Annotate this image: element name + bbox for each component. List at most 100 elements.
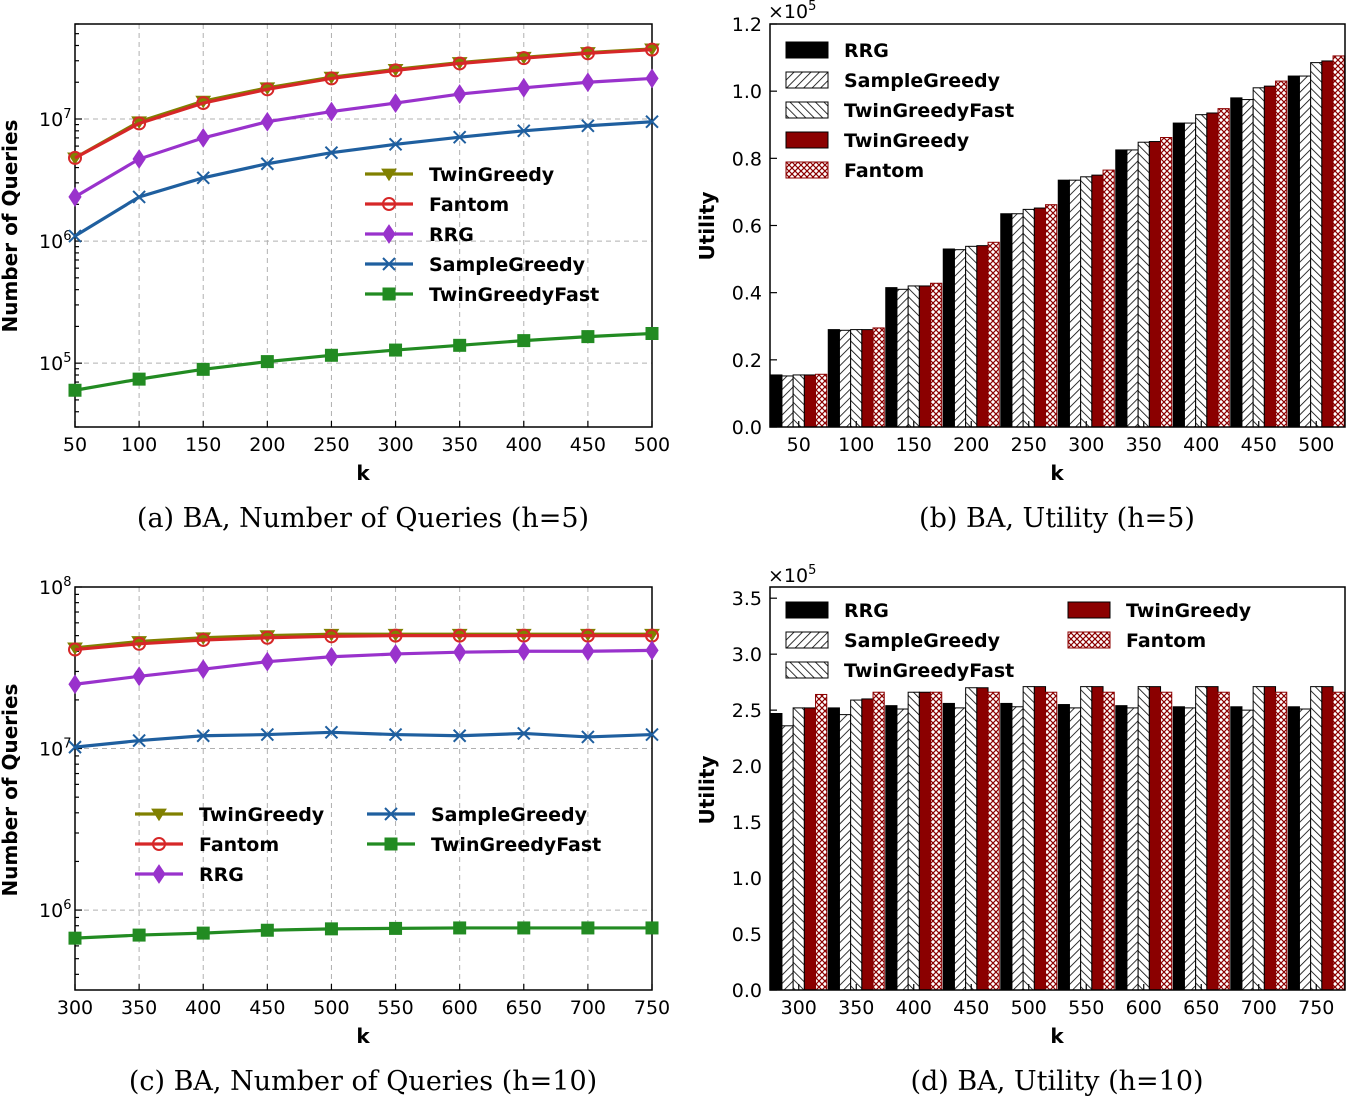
bar — [1321, 60, 1334, 428]
data-point — [68, 187, 82, 207]
y-tick-label: 0.6 — [732, 216, 762, 238]
y-tick-label: 1.2 — [732, 14, 762, 36]
x-tick-label: 50 — [787, 434, 811, 456]
x-tick-label: 450 — [953, 997, 989, 1019]
data-point — [68, 642, 82, 657]
legend-label: Fantom — [199, 834, 279, 856]
bar — [1137, 686, 1150, 991]
bar — [907, 285, 920, 428]
bar — [965, 245, 978, 428]
y-tick-label: 108 — [39, 575, 71, 599]
bar — [1252, 686, 1265, 991]
legend-item-rrg: RRG — [365, 224, 474, 246]
bar — [1102, 691, 1115, 991]
bar-group-50 — [770, 373, 828, 428]
bar — [861, 329, 874, 428]
data-point — [68, 674, 82, 695]
x-tick-label: 500 — [634, 434, 670, 456]
x-tick-label: 650 — [1183, 997, 1219, 1019]
data-point — [645, 326, 659, 340]
y-axis-title: Number of Queries — [0, 684, 22, 897]
data-point — [260, 82, 275, 97]
bar-group-400 — [885, 691, 943, 991]
x-tick-label: 250 — [1011, 434, 1047, 456]
y-tick-label: 0.2 — [732, 350, 762, 372]
bar — [850, 699, 863, 991]
y-tick-label: 105 — [39, 351, 71, 375]
bar-group-450 — [1230, 80, 1288, 428]
bar — [838, 714, 852, 991]
data-point — [260, 651, 274, 672]
data-point — [260, 727, 275, 742]
data-point — [68, 383, 82, 397]
bar — [987, 241, 1000, 428]
legend-item-rrg: RRG — [135, 864, 244, 886]
x-axis-title: k — [1050, 1024, 1064, 1048]
y-tick-label: 0.4 — [732, 283, 762, 305]
bar — [1230, 706, 1243, 991]
bar — [827, 329, 840, 428]
panel-caption: (b) BA, Utility (h=5) — [919, 503, 1195, 534]
legend-swatch-marker — [384, 837, 398, 851]
data-point — [260, 923, 274, 937]
x-axis-title: k — [356, 461, 370, 485]
bar — [1321, 686, 1334, 991]
series-twingreedyfast — [68, 921, 659, 945]
legend-item-fantom: Fantom — [1067, 630, 1206, 652]
bar — [1183, 707, 1197, 991]
y-tick-label: 0.8 — [732, 148, 762, 170]
x-tick-label: 600 — [442, 997, 478, 1019]
y-tick-label: 0.5 — [732, 924, 762, 946]
bar-group-450 — [942, 687, 1000, 991]
x-tick-label: 350 — [121, 997, 157, 1019]
bar — [803, 374, 817, 428]
bar — [885, 287, 898, 428]
bar — [1195, 114, 1208, 428]
data-point — [645, 727, 659, 742]
legend-item-samplegreedy: SampleGreedy — [367, 804, 588, 826]
bar-group-550 — [1057, 686, 1115, 991]
data-point — [517, 124, 531, 138]
bar — [1263, 85, 1277, 428]
bar — [1115, 149, 1128, 428]
data-point — [196, 171, 210, 185]
bar-group-350 — [1115, 137, 1173, 428]
bar-group-350 — [827, 691, 885, 991]
plot-frame — [769, 23, 1346, 428]
bar — [1217, 691, 1230, 991]
legend-swatch-marker — [381, 168, 397, 182]
bar — [1000, 702, 1013, 991]
bar — [1160, 137, 1173, 428]
data-point — [324, 101, 339, 122]
data-point — [260, 630, 275, 645]
panel-b-utility-h5: ×105 Utility k (b) BA, Utility (h=5) 0.0… — [695, 0, 1346, 534]
bar — [1332, 55, 1345, 428]
legend-item-samplegreedy: SampleGreedy — [365, 254, 586, 276]
bar — [838, 329, 852, 428]
bar — [1045, 691, 1058, 991]
x-tick-label: 500 — [313, 997, 349, 1019]
panel-a-number-of-queries-h5: Number of Queries k (a) BA, Number of Qu… — [0, 23, 670, 534]
legend-swatch — [785, 101, 829, 119]
y-tick-label: 0.0 — [732, 417, 762, 439]
legend-swatch-marker — [382, 224, 396, 244]
legend-label: RRG — [844, 40, 889, 62]
bar — [1091, 686, 1104, 991]
bar-group-300 — [770, 693, 828, 991]
bar — [1298, 75, 1312, 428]
bar — [1148, 141, 1162, 428]
legend-label: RRG — [429, 224, 474, 246]
data-point — [132, 372, 146, 386]
data-point — [196, 729, 210, 743]
series-line — [74, 120, 653, 238]
x-tick-label: 700 — [1241, 997, 1277, 1019]
y-tick-exponent: 6 — [63, 898, 71, 913]
legend-swatch — [785, 631, 829, 649]
x-tick-label: 650 — [506, 997, 542, 1019]
bar-group-700 — [1230, 686, 1288, 991]
legend-swatch-marker — [382, 197, 396, 211]
legend: RRG SampleGreedy TwinGreedyFast TwinGreedy F… — [785, 600, 1252, 682]
legend-label: TwinGreedyFast — [844, 100, 1014, 122]
data-point — [581, 921, 595, 935]
bar — [770, 374, 783, 428]
